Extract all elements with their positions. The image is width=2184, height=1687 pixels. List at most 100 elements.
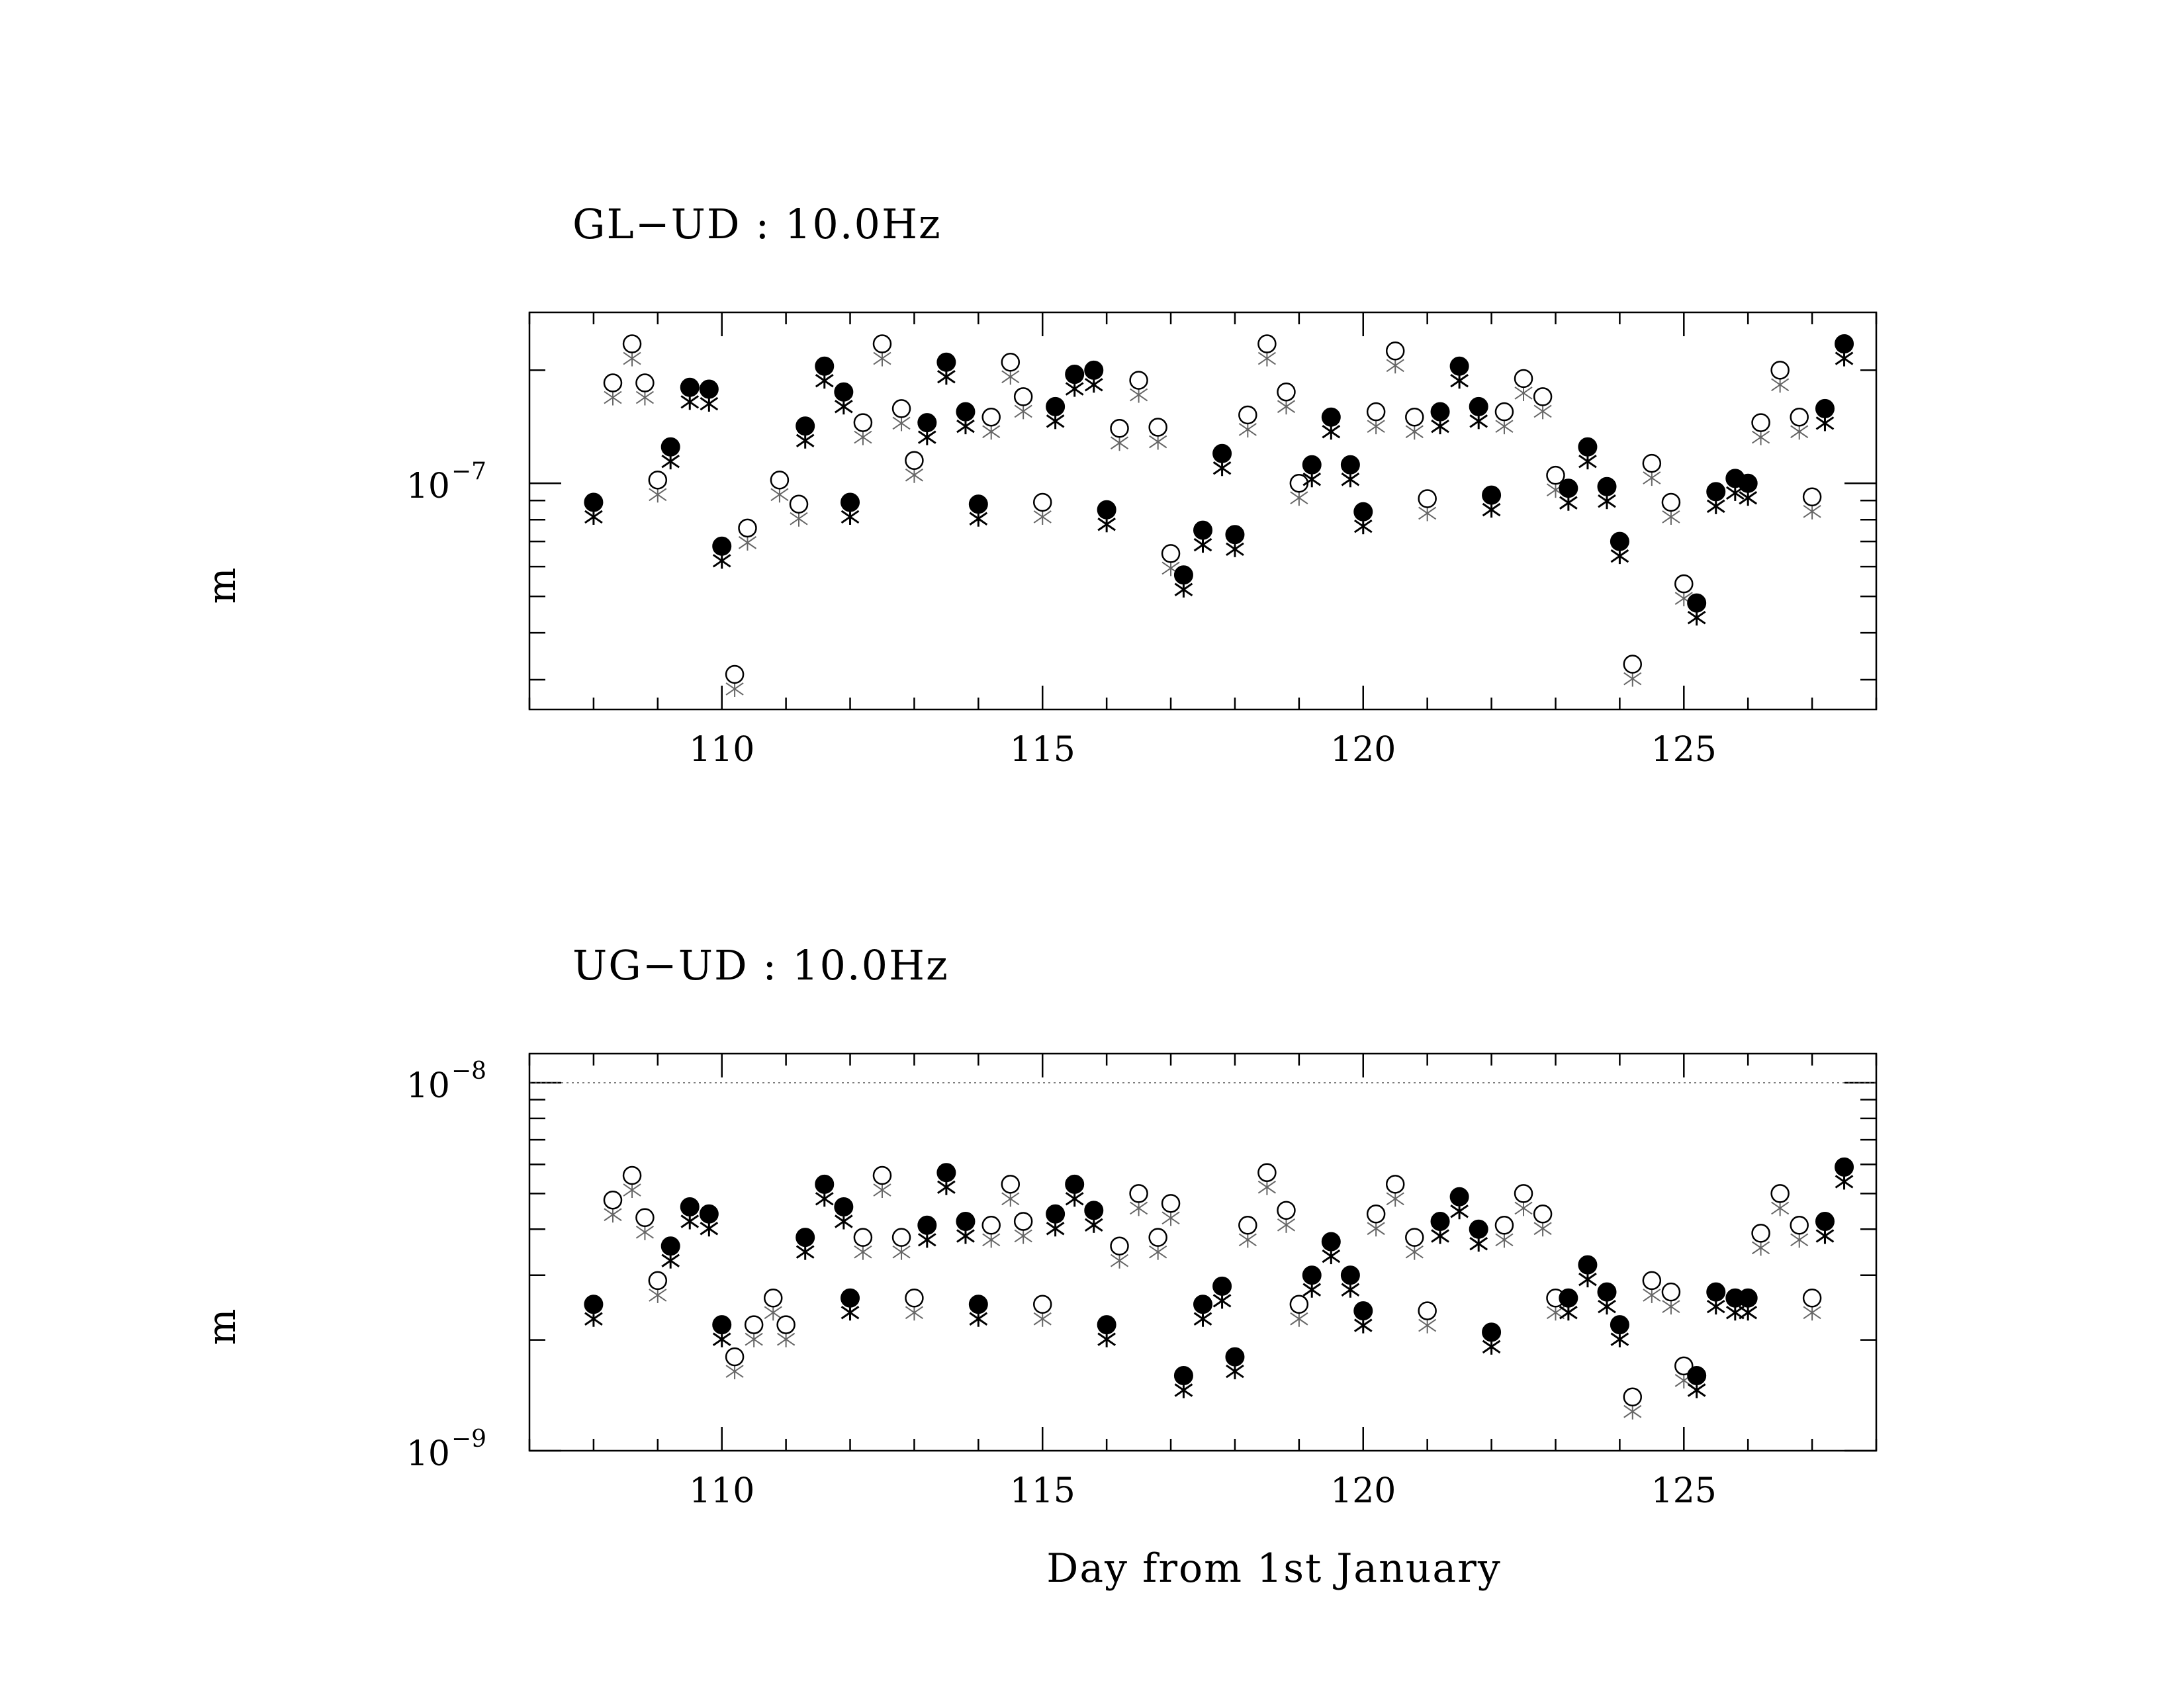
filled-point [1097,1315,1116,1335]
filled-point [1482,1322,1502,1342]
data-points [584,1157,1854,1420]
open-point [1405,407,1424,427]
open-point [1674,1356,1694,1376]
filled-point [841,1288,860,1308]
open-point [1802,1289,1822,1308]
open-point [891,399,911,418]
filled-point [1097,500,1116,520]
open-point [1032,492,1052,512]
filled-point [660,437,680,457]
filled-point [1321,1232,1341,1252]
filled-point [1193,1295,1212,1314]
filled-point [1597,1282,1617,1302]
filled-point [1610,1315,1629,1335]
open-point [1238,1216,1257,1235]
filled-point [1449,356,1469,376]
open-point [1514,1184,1533,1203]
filled-point [917,1215,937,1235]
open-point [603,373,623,392]
open-point [1418,489,1437,508]
filled-point [1578,1255,1598,1275]
open-point [1238,405,1257,425]
open-point [648,1271,668,1291]
open-point [1790,407,1809,427]
open-point [1642,1271,1662,1291]
open-point [1366,1205,1386,1224]
filled-point [1815,1211,1835,1231]
open-point [1770,1184,1790,1203]
open-point [648,471,668,490]
open-point [905,451,924,471]
filled-point [1084,1201,1104,1220]
open-point [738,518,757,538]
plot-frame [528,1052,1878,1452]
y-axis-label: m [199,1309,244,1345]
open-point [1001,353,1021,372]
open-point [725,1347,745,1367]
filled-point [1046,1204,1066,1224]
filled-point [1738,473,1758,493]
open-point [1751,413,1770,432]
filled-point [712,536,732,556]
filled-point [1687,593,1707,613]
open-point [1418,1301,1437,1320]
open-point [776,1315,796,1334]
filled-point [1173,565,1193,585]
filled-point [1815,398,1835,418]
open-point [1013,387,1033,406]
open-point [1494,1216,1514,1235]
open-point [1277,1201,1296,1220]
open-point [1623,655,1643,674]
x-tick-label: 125 [1651,1471,1717,1511]
x-tick-label: 115 [1010,1471,1075,1511]
filled-point [1302,455,1322,475]
filled-point [1738,1288,1758,1308]
filled-point [956,402,976,422]
open-point [1790,1216,1809,1235]
x-tick-label: 110 [689,1471,754,1511]
open-point [622,1165,642,1185]
open-point [725,664,745,684]
x-axis-label: Day from 1st January [1046,1545,1501,1592]
filled-point [1084,360,1104,380]
filled-point [1469,396,1488,416]
filled-point [1449,1187,1469,1207]
open-point [622,334,642,353]
open-point [1533,387,1553,406]
filled-point [968,494,988,514]
open-point [1257,334,1277,353]
y-tick-exponent: −7 [451,458,486,485]
y-tick-label: 10 [406,467,450,506]
open-point [1751,1224,1770,1243]
open-point [1802,487,1822,507]
open-point [1277,382,1296,402]
open-point [770,471,790,490]
open-point [905,1289,924,1308]
filled-point [1225,1347,1245,1367]
open-point [1366,402,1386,422]
chart-title: GL−UD : 10.0Hz [572,200,942,248]
open-point [981,1216,1001,1235]
filled-point [660,1236,680,1256]
filled-point [834,1197,854,1217]
x-tick-label: 125 [1651,730,1717,770]
open-point [1110,1236,1129,1255]
open-point [1161,544,1181,563]
open-point [1148,1228,1167,1247]
filled-point [1046,396,1066,416]
filled-point [680,377,700,397]
filled-point [796,416,815,436]
open-point [1514,369,1533,388]
filled-point [584,492,604,512]
filled-point [917,413,937,433]
filled-point [841,492,860,512]
filled-point [1559,1288,1578,1308]
open-point [1257,1163,1277,1183]
open-point [789,494,809,514]
open-point [1013,1212,1033,1231]
filled-point [1706,482,1726,502]
filled-point [834,382,854,402]
open-point [1129,1184,1148,1203]
